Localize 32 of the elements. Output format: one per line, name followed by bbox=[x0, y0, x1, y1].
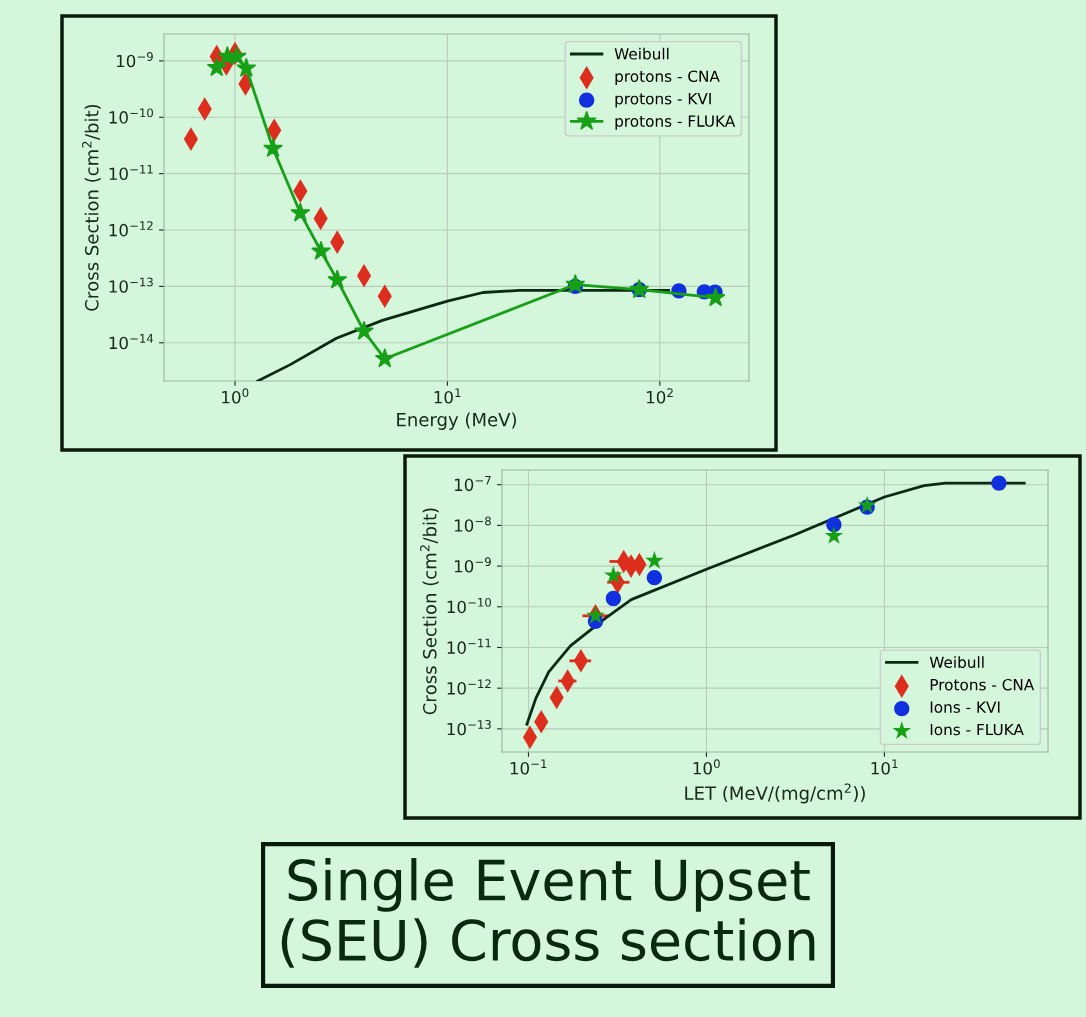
y-tick-label: 10$^{−8}$ bbox=[454, 516, 491, 532]
y-tick-label: 10$^{−14}$ bbox=[109, 334, 154, 350]
x-tick-label: 10$^{1}$ bbox=[871, 759, 898, 775]
y-tick-label: 10$^{−10}$ bbox=[109, 108, 153, 124]
y-tick-label: 10$^{−12}$ bbox=[109, 221, 153, 237]
legend-label: protons - KVI bbox=[615, 93, 711, 108]
y-tick-label: 10$^{−9}$ bbox=[454, 557, 491, 573]
legend-label: Weibull bbox=[929, 656, 984, 669]
y-tick-label: 10$^{−7}$ bbox=[454, 476, 491, 492]
y-tick-label: 10$^{−11}$ bbox=[109, 164, 153, 181]
y-tick-label: 10$^{−13}$ bbox=[109, 277, 153, 293]
legend-label: Ions - KVI bbox=[930, 701, 1000, 713]
legend-label: protons - FLUKA bbox=[615, 115, 736, 130]
x-tick-label: 10$^{2}$ bbox=[646, 388, 673, 404]
x-tick-label: 10$^{−1}$ bbox=[510, 759, 547, 775]
text: Single Event Upset (SEU) Cross section bbox=[281, 858, 815, 968]
y-axis-title: Cross Section (cm$^{2}$/bit) bbox=[420, 508, 439, 715]
legend-label: Ions - FLUKA bbox=[930, 723, 1024, 736]
x-axis-title: Energy (MeV) bbox=[397, 412, 516, 430]
x-tick-label: 10$^{0}$ bbox=[222, 388, 249, 404]
y-axis-title: Cross Section (cm$^{2}$/bit) bbox=[82, 104, 101, 311]
x-tick-label: 10$^{0}$ bbox=[693, 759, 720, 775]
y-tick-label: 10$^{−13}$ bbox=[447, 720, 491, 736]
legend-label: protons - CNA bbox=[615, 70, 720, 85]
y-tick-label: 10$^{−10}$ bbox=[447, 597, 491, 614]
x-tick-label: 10$^{1}$ bbox=[434, 388, 461, 404]
legend-label: Protons - CNA bbox=[930, 678, 1035, 691]
y-tick-label: 10$^{−11}$ bbox=[447, 638, 491, 654]
y-tick-label: 10$^{−12}$ bbox=[447, 679, 491, 695]
legend-label: Weibull bbox=[614, 47, 669, 60]
y-tick-label: 10$^{−9}$ bbox=[116, 52, 153, 68]
x-axis-title: LET (MeV/(mg/cm$^{2}$)) bbox=[685, 783, 865, 804]
